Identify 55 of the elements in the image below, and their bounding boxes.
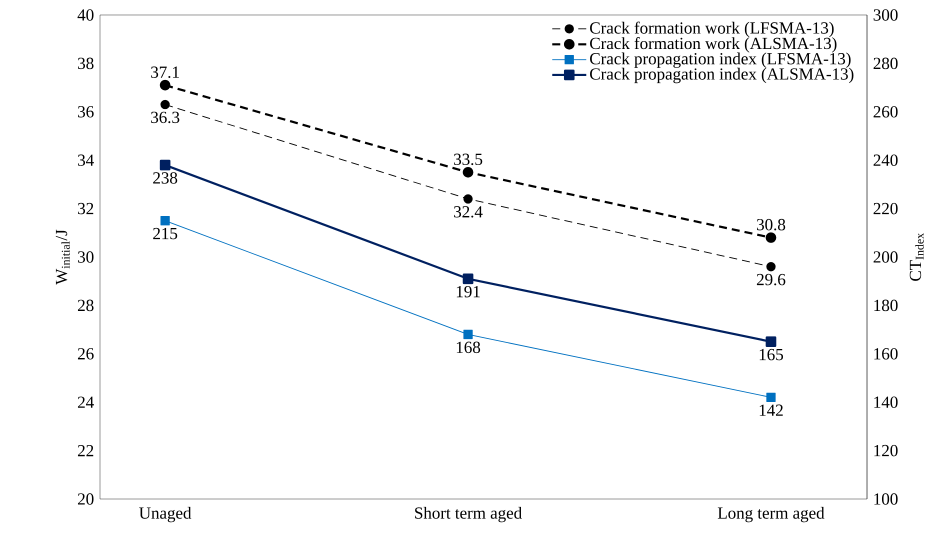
y-tick-label: 20 bbox=[78, 493, 94, 505]
point bbox=[160, 160, 170, 170]
legend-label: Crack propagation index (LFSMA-13) bbox=[590, 52, 851, 68]
y2-tick-label: 160 bbox=[874, 348, 898, 360]
point bbox=[766, 262, 776, 272]
data-label: 168 bbox=[456, 342, 480, 354]
y-axis-title: W$_{initial}$/J bbox=[56, 230, 70, 285]
data-label: 191 bbox=[456, 286, 480, 298]
legend-label: Crack formation work (ALSMA-13) bbox=[590, 37, 836, 53]
y-tick-label: 34 bbox=[78, 154, 94, 166]
data-label: 32.4 bbox=[454, 206, 483, 218]
y2-tick-label: 220 bbox=[874, 202, 898, 214]
y-tick-label: 30 bbox=[78, 251, 94, 263]
data-label: 36.3 bbox=[151, 112, 180, 124]
y-tick-label: 22 bbox=[78, 444, 94, 456]
point bbox=[462, 167, 474, 178]
data-label: 215 bbox=[153, 228, 178, 240]
point bbox=[463, 194, 473, 204]
y-tick-label: 26 bbox=[78, 348, 94, 360]
y2-axis-title: CT$_{Index}$ bbox=[910, 233, 924, 281]
y2-tick-label: 240 bbox=[874, 154, 898, 166]
y-tick-label: 38 bbox=[78, 58, 94, 70]
x-tick-label: Long term aged bbox=[718, 506, 824, 522]
data-label: 142 bbox=[760, 404, 783, 416]
y-tick-label: 40 bbox=[78, 9, 94, 21]
data-label: 165 bbox=[760, 348, 784, 360]
y2-tick-label: 280 bbox=[874, 58, 898, 70]
y2-tick-label: 140 bbox=[874, 396, 898, 408]
point bbox=[463, 330, 473, 340]
data-label: 33.5 bbox=[454, 154, 482, 166]
data-label: 238 bbox=[153, 172, 178, 184]
legend-label: Crack formation work (LFSMA-13) bbox=[590, 22, 834, 38]
y2-tick-label: 120 bbox=[874, 444, 898, 456]
y-tick-label: 28 bbox=[78, 300, 94, 312]
y2-tick-label: 200 bbox=[874, 251, 898, 263]
point bbox=[160, 80, 170, 90]
point bbox=[766, 392, 776, 402]
y-tick-label: 32 bbox=[78, 202, 94, 214]
y2-tick-label: 180 bbox=[874, 300, 898, 312]
y2-tick-label: 300 bbox=[874, 9, 898, 21]
point bbox=[160, 216, 170, 226]
point bbox=[160, 100, 170, 110]
point bbox=[766, 336, 776, 347]
data-label: 30.8 bbox=[756, 218, 786, 230]
legend-label: Crack propagation index (ALSMA-13) bbox=[590, 68, 854, 84]
y-tick-label: 24 bbox=[78, 396, 94, 408]
y2-tick-label: 100 bbox=[874, 493, 898, 505]
y-tick-label: 36 bbox=[78, 106, 94, 118]
data-label: 37.1 bbox=[151, 66, 179, 78]
x-tick-label: Short term aged bbox=[415, 506, 522, 522]
x-tick-label: Unaged bbox=[139, 506, 192, 522]
data-label: 29.6 bbox=[756, 274, 786, 286]
y2-tick-label: 260 bbox=[874, 106, 898, 118]
point bbox=[462, 273, 474, 284]
point bbox=[766, 232, 776, 243]
